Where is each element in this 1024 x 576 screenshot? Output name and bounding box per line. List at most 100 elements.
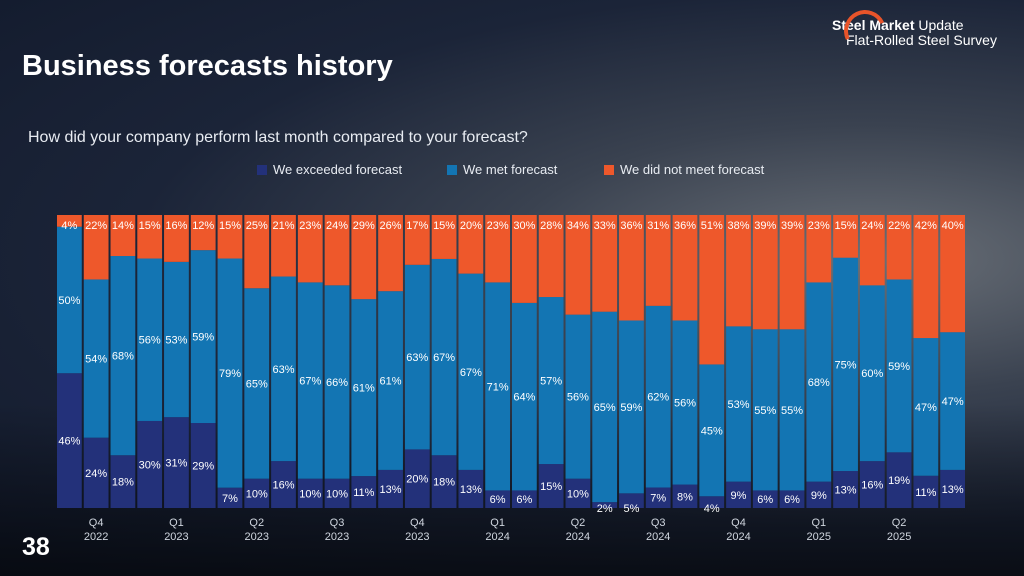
bar-segment-not-met <box>458 215 484 274</box>
bar-segment-exceeded <box>458 469 484 508</box>
legend-label: We met forecast <box>463 162 558 177</box>
data-label: 75% <box>835 359 857 371</box>
slide-title: Business forecasts history <box>22 50 393 82</box>
data-label: 18% <box>112 477 134 489</box>
bar-segment-exceeded <box>940 469 965 508</box>
x-tick-year: 2024 <box>646 531 670 543</box>
x-tick-quarter: Q1 <box>169 517 184 529</box>
data-label: 23% <box>299 220 321 232</box>
data-label: 42% <box>915 220 937 232</box>
bar-segment-met <box>297 282 323 479</box>
bar-segment-not-met <box>137 215 163 259</box>
data-label: 5% <box>623 503 639 515</box>
bar-segment-met <box>565 314 591 479</box>
bar-segment-not-met <box>110 215 136 257</box>
bar-segment-met <box>378 291 403 470</box>
bar-segment-not-met <box>512 215 537 303</box>
bar-segment-not-met <box>565 215 591 315</box>
data-label: 59% <box>888 361 910 373</box>
bar-segment-exceeded <box>752 490 778 508</box>
legend-not-met: We did not meet forecast <box>604 162 764 177</box>
bar-segment-exceeded <box>378 469 403 508</box>
legend-swatch <box>447 164 457 175</box>
data-label: 25% <box>246 220 268 232</box>
legend-label: We did not meet forecast <box>620 162 765 177</box>
data-label: 54% <box>85 354 107 366</box>
data-label: 2% <box>597 503 613 515</box>
data-label: 59% <box>620 402 642 414</box>
x-tick-quarter: Q4 <box>731 517 746 529</box>
data-label: 63% <box>272 364 294 376</box>
data-label: 68% <box>112 351 134 363</box>
bar-segment-exceeded <box>190 423 216 508</box>
bar-segment-not-met <box>699 215 725 365</box>
data-label: 33% <box>594 220 616 232</box>
legend-met: We met forecast <box>447 162 557 177</box>
bar-segment-met <box>833 257 858 472</box>
data-label: 47% <box>942 396 964 408</box>
data-label: 15% <box>219 220 241 232</box>
data-label: 10% <box>246 488 268 500</box>
bar-segment-met <box>752 329 778 491</box>
x-tick-quarter: Q1 <box>490 517 505 529</box>
x-tick-quarter: Q3 <box>330 517 345 529</box>
bar-segment-not-met <box>271 215 296 277</box>
data-label: 79% <box>219 368 241 380</box>
data-label: 6% <box>757 494 773 506</box>
bar-segment-not-met <box>351 215 377 300</box>
logo-text-bold: Steel Market <box>832 17 915 33</box>
bar-segment-not-met <box>83 215 109 280</box>
data-label: 67% <box>299 376 321 388</box>
bar-segment-met <box>324 285 350 479</box>
data-label: 6% <box>516 494 532 506</box>
data-label: 40% <box>942 220 964 232</box>
bar-segment-not-met <box>378 215 403 292</box>
data-label: 9% <box>731 490 747 502</box>
bar-segment-exceeded <box>619 493 644 508</box>
bar-segment-exceeded <box>512 490 537 508</box>
bar-segment-not-met <box>779 215 805 330</box>
data-label: 24% <box>861 220 883 232</box>
bar-segment-met <box>592 311 618 503</box>
bar-segment-met <box>726 326 751 482</box>
data-label: 34% <box>567 220 589 232</box>
bar-segment-met <box>110 256 136 456</box>
x-tick-year: 2024 <box>726 531 750 543</box>
bar-segment-exceeded <box>404 449 430 508</box>
bar-segment-met <box>458 273 484 470</box>
bar-segment-exceeded <box>217 487 243 508</box>
bar-segment-not-met <box>913 215 939 339</box>
x-tick-year: 2024 <box>566 531 590 543</box>
data-label: 57% <box>540 376 562 388</box>
x-tick-year: 2022 <box>84 531 108 543</box>
bar-segment-not-met <box>859 215 885 286</box>
bar-segment-exceeded <box>806 481 832 508</box>
bar-segment-exceeded <box>83 437 109 508</box>
bar-segment-not-met <box>485 215 510 283</box>
data-label: 56% <box>567 392 589 404</box>
data-label: 21% <box>272 220 294 232</box>
data-label: 47% <box>915 402 937 414</box>
bar-segment-met <box>645 305 671 488</box>
data-label: 65% <box>246 378 268 390</box>
x-tick-quarter: Q4 <box>410 517 425 529</box>
bar-segment-exceeded <box>137 420 163 508</box>
data-label: 61% <box>380 376 402 388</box>
x-tick-year: 2023 <box>244 531 268 543</box>
data-label: 62% <box>647 392 669 404</box>
bar-segment-exceeded <box>859 461 885 508</box>
data-label: 16% <box>165 220 187 232</box>
data-label: 15% <box>835 220 857 232</box>
data-label: 20% <box>406 474 428 486</box>
bar-segment-met <box>672 320 698 485</box>
data-label: 51% <box>701 220 723 232</box>
bar-segment-met <box>137 258 163 421</box>
bar-segment-met <box>57 226 82 374</box>
x-tick-year: 2025 <box>807 531 831 543</box>
bar-segment-not-met <box>592 215 618 312</box>
data-label: 46% <box>58 436 80 448</box>
data-label: 31% <box>165 458 187 470</box>
bar-segment-exceeded <box>271 461 296 508</box>
page-number: 38 <box>22 533 50 561</box>
